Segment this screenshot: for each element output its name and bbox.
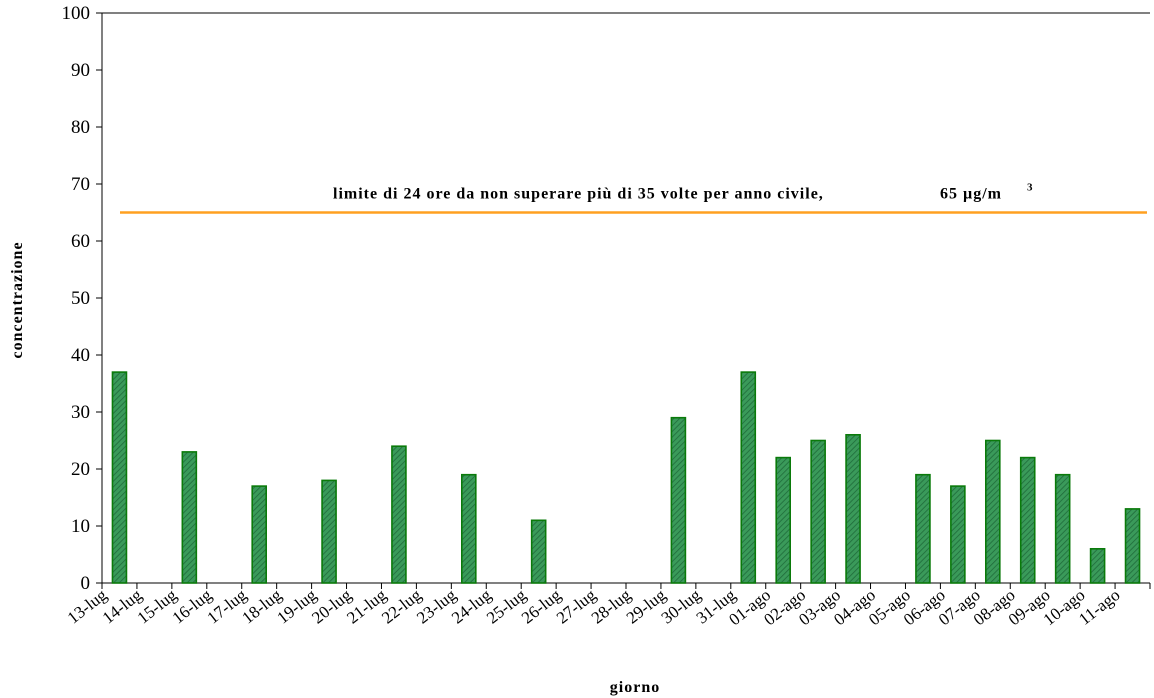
bar [950, 485, 966, 584]
x-tick-label: 18-lug [238, 585, 285, 628]
x-tick-label: 26-lug [518, 585, 565, 628]
reference-line-group: limite di 24 ore da non superare più di … [120, 182, 1147, 214]
reference-line-unit-sup: 3 [1027, 182, 1034, 194]
y-tick-label: 80 [71, 117, 90, 138]
bar [845, 433, 861, 584]
y-tick-label: 30 [71, 402, 90, 423]
bar [984, 439, 1001, 584]
x-tick-label: 29-lug [623, 585, 670, 628]
bar [111, 371, 128, 584]
x-tick-label: 20-lug [308, 585, 355, 628]
x-tick-label: 23-lug [413, 585, 460, 628]
x-tick-label: 24-lug [448, 585, 495, 628]
y-tick-label: 50 [71, 288, 90, 309]
x-tick-label: 30-lug [658, 585, 705, 628]
reference-line-value: 65 µg/m [940, 186, 1002, 203]
bar [1124, 508, 1141, 584]
x-tick-label: 17-lug [204, 585, 251, 628]
x-tick-label: 15-lug [134, 585, 181, 628]
y-tick-label: 40 [71, 345, 90, 366]
x-tick-label: 27-lug [553, 585, 600, 628]
y-tick-label: 60 [71, 231, 90, 252]
x-tick-label: 19-lug [273, 585, 320, 628]
x-tick-label: 16-lug [169, 585, 216, 628]
bar [251, 485, 267, 584]
x-axis-label: giorno [610, 679, 660, 696]
bar [1089, 547, 1106, 584]
x-tick-labels: 13-lug14-lug15-lug16-lug17-lug18-lug19-l… [64, 583, 1151, 629]
y-tick-label: 90 [71, 60, 90, 81]
bar [460, 473, 477, 584]
y-tick-labels: 0 10 20 30 40 50 60 70 80 90 100 [62, 3, 102, 594]
x-tick-label: 28-lug [588, 585, 635, 628]
bar [740, 371, 757, 584]
y-axis-label: concentrazione [9, 241, 26, 358]
y-tick-label: 100 [62, 3, 91, 24]
y-tick-label: 10 [71, 516, 90, 537]
bar [1054, 473, 1071, 584]
bar [391, 445, 407, 584]
x-tick-label: 14-lug [99, 585, 146, 628]
bar [670, 416, 687, 584]
bar [530, 519, 547, 584]
bar [1019, 456, 1036, 584]
x-tick-label: 21-lug [343, 585, 390, 628]
y-tick-label: 20 [71, 459, 90, 480]
x-tick-label: 11-ago [1075, 585, 1123, 629]
y-tick-label: 0 [81, 573, 91, 594]
y-tick-label: 70 [71, 174, 90, 195]
reference-line-label: limite di 24 ore da non superare più di … [333, 186, 824, 203]
bars [111, 371, 1141, 584]
bar [775, 456, 792, 584]
bar [915, 473, 931, 584]
x-tick-label: 25-lug [483, 585, 530, 628]
bar [810, 439, 826, 584]
bar [321, 479, 337, 584]
bar [181, 451, 198, 584]
x-tick-label: 22-lug [378, 585, 425, 628]
